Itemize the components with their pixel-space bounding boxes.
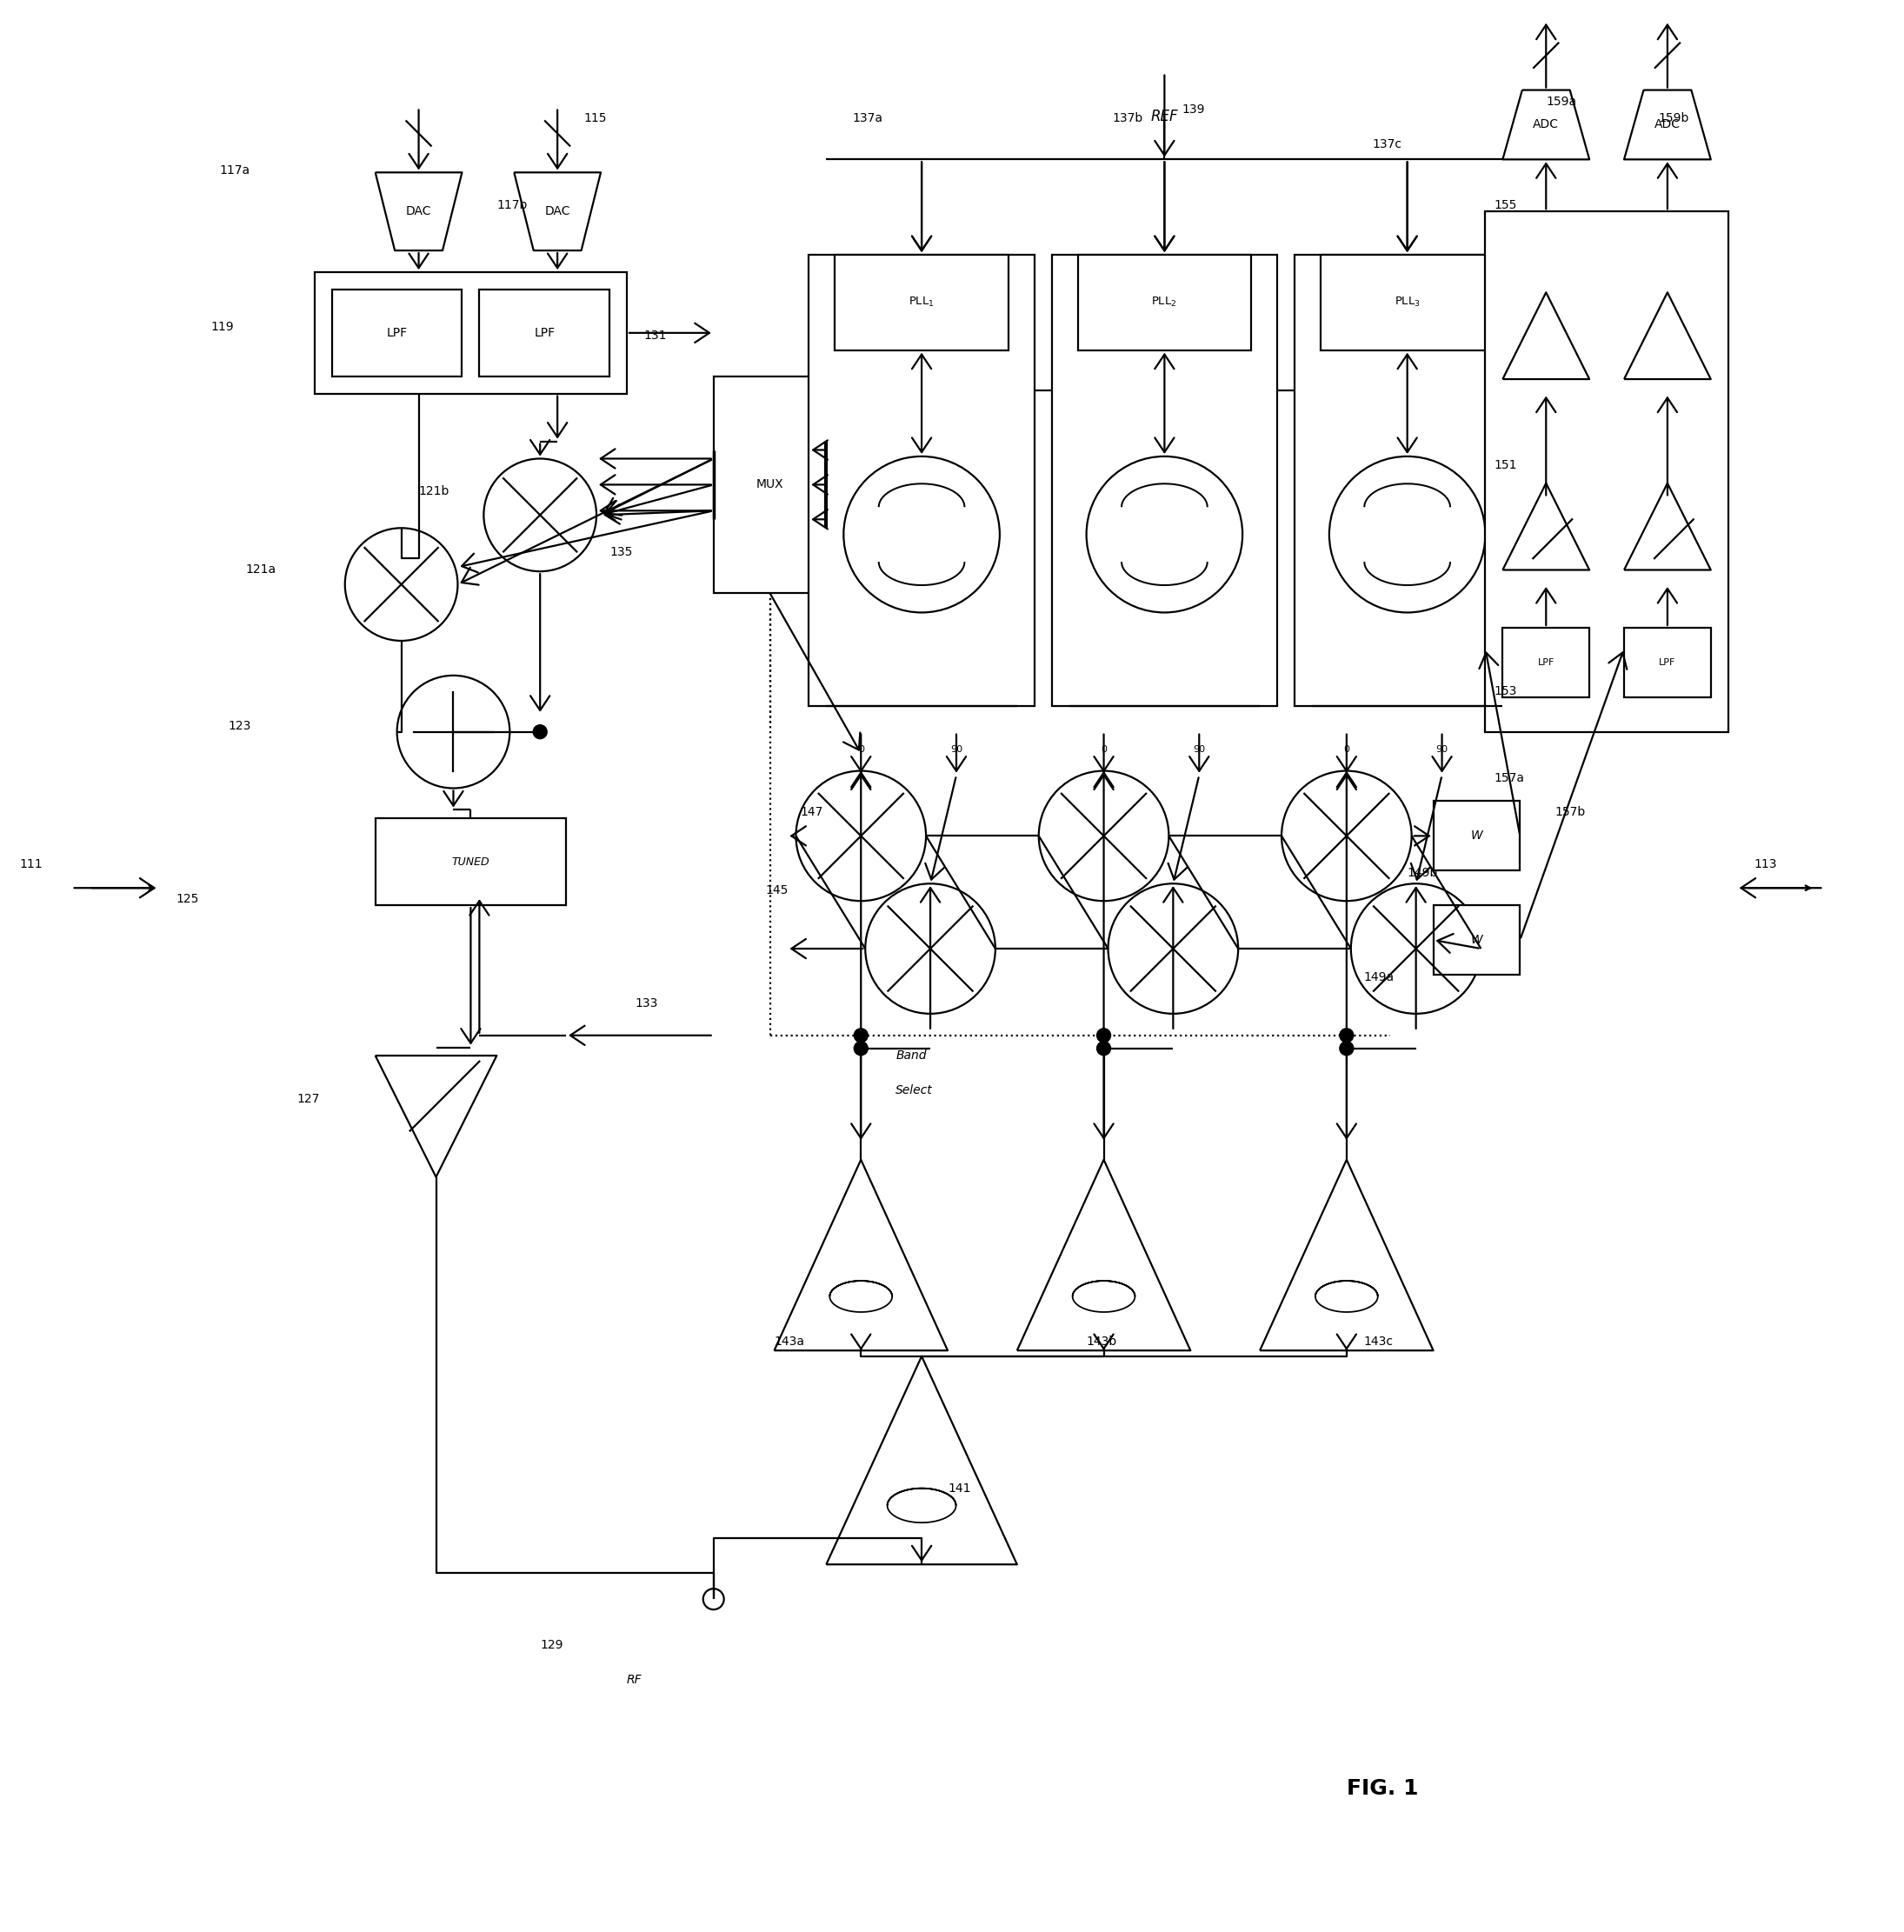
Circle shape [1097,1028,1110,1043]
Text: 0: 0 [1101,746,1106,753]
Text: DAC: DAC [406,205,432,218]
Text: 139: 139 [1182,104,1205,116]
Text: 90: 90 [950,746,963,753]
Circle shape [345,527,457,641]
Circle shape [398,676,510,788]
Text: LPF: LPF [1538,659,1554,667]
Text: PLL$_1$: PLL$_1$ [908,296,935,309]
Text: 121b: 121b [419,485,449,498]
Text: 117b: 117b [497,199,527,211]
Bar [836,255,1009,350]
Text: 119: 119 [211,321,234,332]
Text: 137c: 137c [1373,139,1401,151]
Text: TUNED: TUNED [451,856,489,867]
Text: REF: REF [1150,108,1179,126]
Bar [1624,628,1712,697]
Text: LPF: LPF [533,327,554,338]
Text: 111: 111 [19,858,44,871]
Text: 137b: 137b [1112,112,1142,126]
Bar [314,272,626,394]
Text: W: W [1470,831,1483,842]
Text: Select: Select [895,1084,933,1095]
Circle shape [855,1041,868,1055]
Circle shape [484,458,596,572]
Circle shape [864,883,996,1014]
Bar [714,377,826,593]
Text: MUX: MUX [756,479,784,491]
Text: 0: 0 [1344,746,1350,753]
Text: Band: Band [895,1049,927,1061]
Text: RF: RF [626,1673,642,1687]
Bar [1078,255,1251,350]
Text: 149b: 149b [1407,867,1438,879]
Text: PLL$_2$: PLL$_2$ [1152,296,1177,309]
Circle shape [855,1028,868,1043]
Text: 145: 145 [765,885,788,896]
Circle shape [1108,883,1238,1014]
Circle shape [1087,456,1243,612]
Text: 151: 151 [1495,460,1517,471]
Text: 137a: 137a [853,112,883,126]
Text: ADC: ADC [1533,118,1559,131]
Bar [1051,255,1278,705]
Text: LPF: LPF [387,327,407,338]
Text: 90: 90 [1194,746,1205,753]
Text: 129: 129 [541,1638,564,1652]
Text: 135: 135 [609,547,632,558]
Text: 113: 113 [1754,858,1776,871]
Text: 90: 90 [1436,746,1449,753]
Text: FIG. 1: FIG. 1 [1346,1777,1418,1799]
Bar [1434,802,1519,871]
Circle shape [1340,1028,1354,1043]
Text: 133: 133 [636,997,659,1009]
Bar [1485,211,1729,732]
Text: W: W [1470,933,1483,947]
Circle shape [843,456,1000,612]
Text: ADC: ADC [1655,118,1681,131]
Circle shape [1329,456,1485,612]
Text: 153: 153 [1495,686,1517,697]
Bar [1295,255,1519,705]
Bar [1434,906,1519,974]
Text: 131: 131 [644,328,666,342]
Text: 127: 127 [297,1094,320,1105]
Circle shape [1281,771,1411,900]
Circle shape [1340,1041,1354,1055]
Bar [1502,628,1590,697]
Text: 117a: 117a [219,164,249,176]
Text: 149a: 149a [1363,972,1394,983]
Text: 143a: 143a [775,1335,805,1349]
Circle shape [796,771,925,900]
Text: 123: 123 [228,719,251,732]
Text: 0: 0 [859,746,864,753]
Text: 157a: 157a [1495,771,1525,784]
Text: PLL$_3$: PLL$_3$ [1394,296,1420,309]
Bar [375,819,565,906]
Text: 121a: 121a [246,564,276,576]
Text: 159b: 159b [1658,112,1689,126]
Text: 155: 155 [1495,199,1517,211]
Text: DAC: DAC [545,205,569,218]
Text: 143c: 143c [1363,1335,1394,1349]
Circle shape [1352,883,1481,1014]
Text: 125: 125 [175,893,198,906]
Text: 143b: 143b [1087,1335,1118,1349]
Text: 141: 141 [948,1484,971,1495]
Bar [1321,255,1495,350]
Bar [480,290,609,377]
Circle shape [1097,1041,1110,1055]
Text: 159a: 159a [1546,95,1577,108]
Circle shape [1040,771,1169,900]
Text: LPF: LPF [1658,659,1676,667]
Text: 157b: 157b [1556,806,1586,819]
Bar [331,290,463,377]
Text: 147: 147 [800,806,823,819]
Bar [809,255,1034,705]
Circle shape [533,724,546,738]
Text: 115: 115 [583,112,607,126]
